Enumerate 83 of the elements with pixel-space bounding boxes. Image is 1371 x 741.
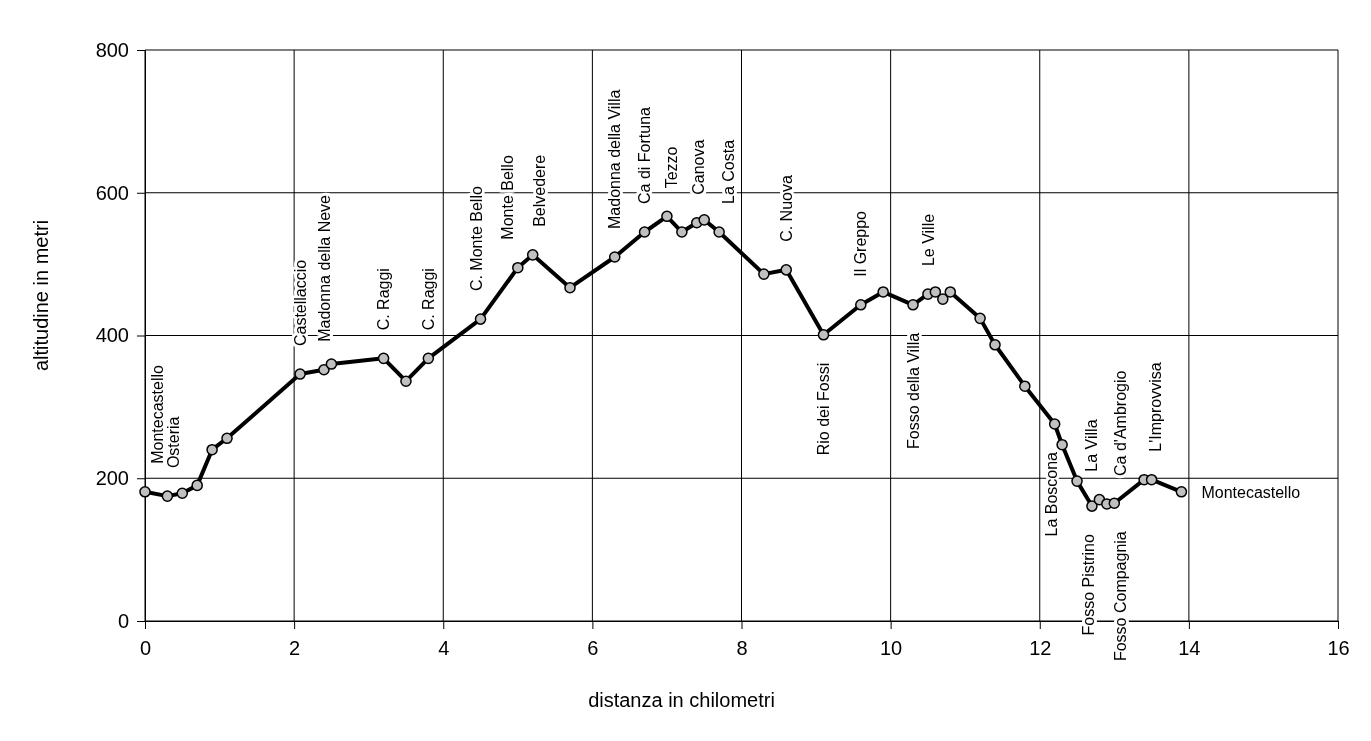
point [176, 487, 189, 500]
annotation: Montecastello [148, 364, 166, 464]
annotation: Fosso Compagnia [1111, 531, 1129, 662]
point [638, 226, 651, 238]
point [1175, 486, 1188, 498]
point [608, 251, 621, 263]
y-tick-label: 200 [95, 467, 129, 490]
point [1108, 497, 1121, 510]
point [676, 226, 688, 238]
point [325, 358, 338, 370]
annotation: La Villa [1083, 419, 1100, 472]
annotation: Ca di Fortuna [636, 106, 654, 205]
annotation: Madonna della Villa [606, 89, 624, 229]
point [139, 486, 151, 498]
point [929, 286, 942, 298]
annotation: Fosso della Villa [904, 332, 922, 450]
x-tick-label: 6 [587, 637, 599, 660]
point [294, 368, 306, 380]
y-tick-label: 0 [117, 609, 129, 632]
point [877, 286, 889, 298]
point [1056, 438, 1068, 451]
point [758, 268, 770, 280]
x-tick-label: 0 [139, 637, 152, 660]
annotation: Tezzo [662, 146, 680, 189]
annotation: Montecastello [1201, 483, 1301, 501]
point [937, 293, 949, 305]
annotation: L'Improvvisa [1147, 362, 1165, 452]
point [713, 226, 725, 238]
annotation: La Boscona [1043, 451, 1061, 537]
y-tick-label: 600 [95, 181, 129, 204]
x-tick-label: 16 [1327, 637, 1350, 660]
point [474, 313, 487, 325]
annotation: C. Nuova [777, 175, 795, 242]
point [1048, 418, 1061, 430]
point [191, 479, 203, 492]
y-axis-title: altitudine in metri [30, 219, 52, 372]
annotation: Madonna della Neve [315, 194, 333, 342]
annotation: Monte Bello [499, 155, 517, 240]
point [161, 490, 174, 502]
x-tick-label: 12 [1029, 637, 1052, 660]
x-tick-label: 10 [880, 637, 903, 660]
point [526, 249, 539, 261]
point [907, 299, 919, 311]
point [1145, 473, 1158, 486]
x-tick-label: 4 [438, 637, 450, 660]
annotation: C. Monte Bello [468, 186, 486, 292]
annotation: Castellaccio [291, 259, 309, 347]
point [989, 338, 1001, 351]
point [698, 214, 711, 226]
annotation: Rio dei Fossi [815, 362, 833, 456]
point [564, 281, 576, 294]
annotation: Fosso Pistrino [1079, 533, 1097, 636]
point [206, 443, 218, 456]
annotation: C. Raggi [419, 268, 437, 331]
y-tick-label: 800 [95, 38, 129, 61]
point [817, 329, 830, 341]
annotation: Le Ville [919, 213, 937, 267]
point [661, 210, 673, 223]
annotation: Il Greppo [852, 210, 870, 277]
y-tick-label: 400 [95, 324, 129, 347]
x-tick-label: 8 [736, 637, 748, 660]
point [1071, 475, 1083, 487]
annotation: Ca d'Ambrogio [1112, 370, 1130, 476]
annotation: Belvedere [531, 154, 549, 227]
point [512, 261, 524, 274]
x-tick-label: 2 [289, 637, 301, 660]
point [221, 432, 233, 445]
annotation: La Costa [719, 139, 737, 205]
point [318, 363, 330, 376]
point [944, 286, 957, 298]
annotation: Canova [690, 139, 708, 195]
point [855, 299, 867, 311]
point [780, 264, 793, 276]
point [422, 352, 435, 365]
x-axis-title: distanza in chilometri [588, 689, 775, 711]
annotation: Osteria [164, 416, 182, 469]
point [1019, 380, 1031, 392]
annotation: C. Raggi [375, 268, 393, 331]
point [400, 375, 412, 387]
x-tick-label: 14 [1178, 637, 1201, 660]
point [1086, 500, 1098, 512]
point [974, 312, 986, 325]
point [377, 352, 390, 365]
